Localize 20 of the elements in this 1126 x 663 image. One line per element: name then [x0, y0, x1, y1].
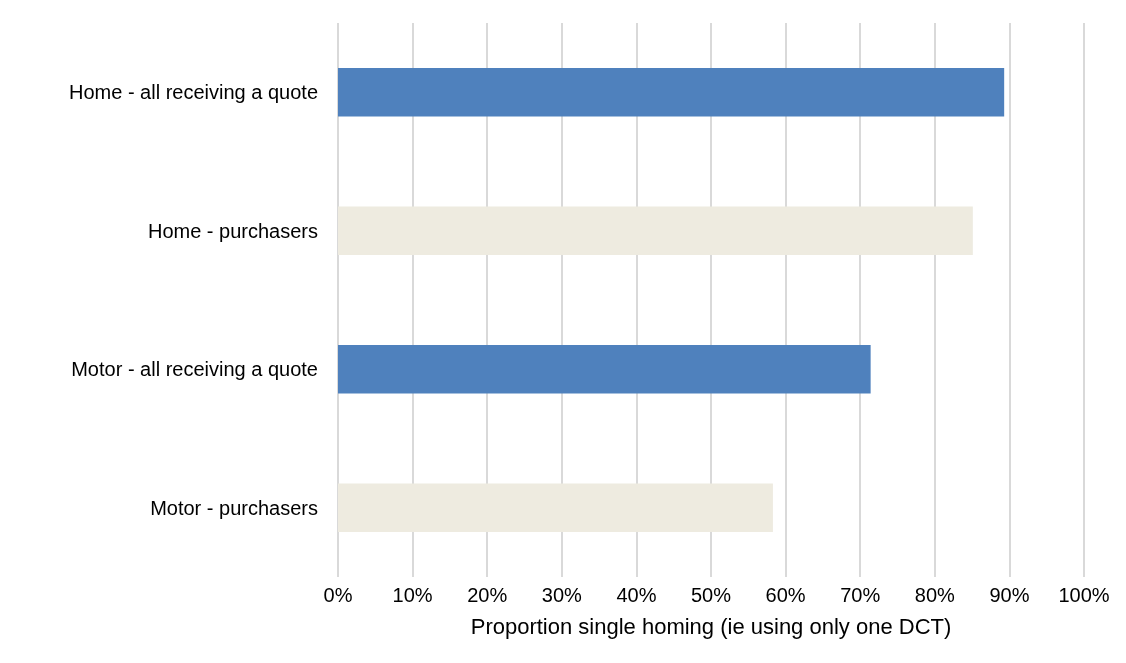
y-tick-label: Home - purchasers: [147, 219, 318, 242]
y-tick-label: Motor - purchasers: [150, 496, 318, 519]
x-tick-label: 100%: [1058, 584, 1110, 606]
x-tick-label: 60%: [765, 584, 806, 606]
bar: [338, 483, 773, 532]
bar: [338, 68, 1005, 117]
y-tick-label: Home - all receiving a quote: [68, 81, 318, 104]
x-tick-label: 0%: [323, 584, 353, 606]
x-tick-label: 20%: [467, 584, 508, 606]
bar: [338, 345, 871, 394]
y-tick-label: Motor - all receiving a quote: [71, 358, 318, 381]
x-tick-label: 30%: [541, 584, 583, 606]
x-axis-title: Proportion single homing (ie using only one DCT): [470, 613, 952, 639]
x-tick-label: 50%: [690, 584, 732, 606]
x-tick-label: 80%: [914, 584, 956, 606]
x-tick-label: 70%: [840, 584, 881, 606]
x-tick-label: 40%: [616, 584, 657, 606]
x-tick-label: 90%: [989, 584, 1030, 606]
x-tick-label: 10%: [392, 584, 433, 606]
bar: [338, 206, 973, 255]
